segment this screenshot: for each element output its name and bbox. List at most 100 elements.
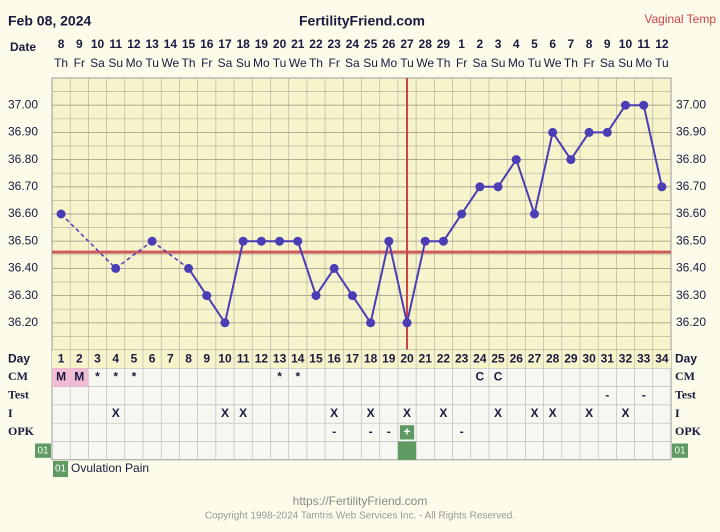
row-value: X — [239, 406, 247, 420]
x-axis-label: Date — [10, 40, 36, 54]
row-value: X — [403, 406, 411, 420]
temp-point — [347, 291, 357, 301]
day-number: 15 — [309, 351, 323, 365]
temp-point — [384, 236, 394, 246]
row-label: CM — [8, 369, 28, 383]
weekday-label: Su — [491, 56, 506, 70]
gap-connector — [60, 213, 117, 269]
date-label: 8 — [586, 37, 593, 51]
temp-point — [529, 209, 539, 219]
row-value: - — [387, 425, 391, 439]
date-label: 11 — [109, 37, 122, 51]
row-value: X — [549, 406, 557, 420]
row-value: * — [113, 370, 118, 384]
legend-code: 01 — [55, 464, 67, 475]
date-label: 13 — [145, 37, 159, 51]
date-label: 21 — [291, 37, 305, 51]
day-number: 13 — [273, 351, 287, 365]
temp-type: Vaginal Temp — [644, 12, 716, 26]
weekday-label: Su — [108, 56, 123, 70]
row-value: - — [460, 425, 464, 439]
weekday-label: Fr — [456, 56, 467, 70]
weekday-label: We — [544, 56, 562, 70]
weekday-label: Th — [436, 56, 450, 70]
y-tick-label-right: 36.40 — [676, 261, 706, 275]
y-tick-label-right: 36.90 — [676, 125, 706, 139]
legend-label: Ovulation Pain — [71, 461, 149, 475]
day-number: 23 — [455, 351, 469, 365]
temp-point — [329, 263, 339, 273]
temp-point — [475, 182, 485, 192]
weekday-label: Th — [182, 56, 196, 70]
date-label: 25 — [364, 37, 378, 51]
date-label: 9 — [76, 37, 83, 51]
temp-point — [256, 236, 266, 246]
day-number: 5 — [131, 351, 138, 365]
weekday-label: Fr — [583, 56, 594, 70]
row-value: M — [56, 370, 66, 384]
row-value: X — [530, 406, 538, 420]
weekday-label: Fr — [201, 56, 212, 70]
date-label: 19 — [255, 37, 269, 51]
date-label: 23 — [328, 37, 342, 51]
row-label-right: CM — [675, 369, 695, 383]
day-number: 2 — [76, 351, 83, 365]
temp-point — [366, 318, 376, 328]
temp-point — [184, 263, 194, 273]
date-label: 2 — [476, 37, 483, 51]
date-label: 24 — [346, 37, 360, 51]
row-value: X — [585, 406, 593, 420]
custom-code: 01 — [37, 445, 49, 456]
y-tick-label: 36.80 — [8, 152, 38, 166]
y-tick-label: 36.30 — [8, 288, 38, 302]
day-number: 21 — [419, 351, 433, 365]
day-number: 4 — [112, 351, 119, 365]
date-label: 10 — [91, 37, 105, 51]
y-tick-label-right: 36.70 — [676, 179, 706, 193]
date-label: 16 — [200, 37, 214, 51]
day-number: 30 — [582, 351, 596, 365]
date-label: 22 — [309, 37, 323, 51]
row-label-right: Test — [675, 388, 696, 402]
site-title: FertilityFriend.com — [299, 13, 425, 29]
date-label: 18 — [236, 37, 250, 51]
temp-point — [147, 236, 157, 246]
date-label: 9 — [604, 37, 611, 51]
day-number: 16 — [328, 351, 342, 365]
day-number: 7 — [167, 351, 174, 365]
y-tick-label: 36.90 — [8, 125, 38, 139]
weekday-label: Mo — [126, 56, 143, 70]
day-number: 6 — [149, 351, 156, 365]
temp-point — [639, 100, 649, 110]
day-number: 28 — [546, 351, 560, 365]
weekday-label: Su — [618, 56, 633, 70]
weekday-label: Sa — [345, 56, 360, 70]
row-value: * — [295, 370, 300, 384]
date-label: 28 — [419, 37, 433, 51]
date-label: 15 — [182, 37, 196, 51]
date-label: 3 — [495, 37, 502, 51]
temp-point — [111, 263, 121, 273]
date-label: 10 — [619, 37, 633, 51]
temp-point — [293, 236, 303, 246]
day-number: 31 — [601, 351, 615, 365]
weekday-label: Mo — [508, 56, 525, 70]
temp-point — [438, 236, 448, 246]
temp-point — [238, 236, 248, 246]
temp-point — [420, 236, 430, 246]
date-label: 5 — [531, 37, 538, 51]
temp-point — [602, 127, 612, 137]
day-number: 11 — [237, 351, 250, 365]
day-number: 26 — [510, 351, 524, 365]
date-label: 1 — [458, 37, 465, 51]
temp-point — [493, 182, 503, 192]
custom-code-box — [35, 443, 51, 458]
weekday-label: Fr — [74, 56, 85, 70]
y-tick-label-right: 37.00 — [676, 97, 706, 111]
custom-code-box-right — [672, 443, 688, 458]
day-number: 3 — [94, 351, 101, 365]
row-label-right: OPK — [675, 424, 702, 438]
row-value: M — [74, 370, 84, 384]
temp-point — [311, 291, 321, 301]
row-value: X — [621, 406, 629, 420]
